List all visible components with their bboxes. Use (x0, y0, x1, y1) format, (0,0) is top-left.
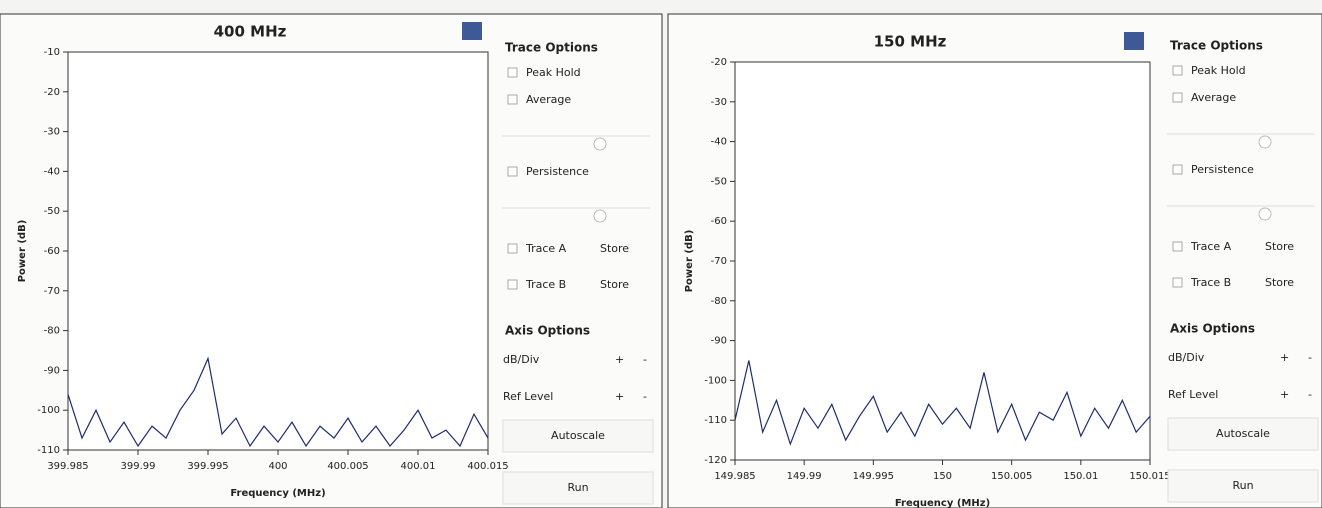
plot-area (735, 62, 1150, 460)
minus-button[interactable]: - (1308, 351, 1312, 364)
x-tick-label: 150.01 (1063, 471, 1098, 482)
store-button[interactable]: Store (1265, 276, 1294, 289)
slider-handle[interactable] (1259, 208, 1271, 220)
checkbox-label: Trace B (1190, 276, 1231, 289)
section-heading: Axis Options (505, 324, 590, 338)
checkbox[interactable] (508, 68, 517, 77)
minus-button[interactable]: - (643, 353, 647, 366)
chart-title: 400 MHz (214, 23, 287, 41)
section-heading: Trace Options (505, 41, 598, 55)
y-tick-label: -30 (44, 127, 60, 138)
y-tick-label: -40 (44, 166, 60, 177)
checkbox-label: Persistence (526, 165, 589, 178)
y-tick-label: -110 (704, 415, 727, 426)
checkbox-label: Average (1191, 91, 1236, 104)
x-axis-label: Frequency (MHz) (895, 498, 990, 508)
autoscale-button[interactable]: Autoscale (1216, 427, 1270, 440)
store-button[interactable]: Store (600, 278, 629, 291)
x-tick-label: 400.015 (467, 461, 508, 472)
field-label: Ref Level (1168, 388, 1218, 401)
plus-button[interactable]: + (1280, 351, 1289, 364)
y-tick-label: -100 (37, 405, 60, 416)
field-label: dB/Div (1168, 351, 1205, 364)
y-tick-label: -50 (44, 206, 60, 217)
y-tick-label: -90 (711, 336, 727, 347)
y-tick-label: -40 (711, 137, 727, 148)
y-tick-label: -110 (37, 445, 60, 456)
checkbox-label: Trace A (1190, 240, 1232, 253)
run-button[interactable]: Run (1232, 479, 1253, 492)
autoscale-button[interactable]: Autoscale (551, 429, 605, 442)
y-axis-label: Power (dB) (17, 220, 28, 283)
checkbox[interactable] (1173, 93, 1182, 102)
section-heading: Axis Options (1170, 322, 1255, 336)
store-button[interactable]: Store (1265, 240, 1294, 253)
x-tick-label: 149.995 (853, 471, 894, 482)
checkbox-label: Peak Hold (1191, 64, 1246, 77)
x-tick-label: 399.99 (121, 461, 156, 472)
checkbox[interactable] (508, 244, 517, 253)
x-tick-label: 149.985 (714, 471, 755, 482)
plot-area (68, 52, 488, 450)
x-tick-label: 399.995 (187, 461, 228, 472)
checkbox-label: Trace B (525, 278, 566, 291)
y-tick-label: -30 (711, 97, 727, 108)
x-tick-label: 149.99 (787, 471, 822, 482)
x-tick-label: 400.005 (327, 461, 368, 472)
slider-handle[interactable] (594, 210, 606, 222)
x-tick-label: 150.015 (1129, 471, 1170, 482)
y-tick-label: -70 (711, 256, 727, 267)
window-icon (1124, 32, 1144, 50)
x-tick-label: 399.985 (47, 461, 88, 472)
y-tick-label: -80 (711, 296, 727, 307)
checkbox[interactable] (1173, 66, 1182, 75)
slider-handle[interactable] (1259, 136, 1271, 148)
checkbox[interactable] (508, 95, 517, 104)
x-tick-label: 150 (933, 471, 952, 482)
x-tick-label: 400.01 (401, 461, 436, 472)
y-tick-label: -10 (44, 47, 60, 58)
store-button[interactable]: Store (600, 242, 629, 255)
slider-handle[interactable] (594, 138, 606, 150)
y-tick-label: -20 (711, 57, 727, 68)
y-tick-label: -80 (44, 326, 60, 337)
window-icon (462, 22, 482, 40)
x-tick-label: 400 (268, 461, 287, 472)
y-tick-label: -70 (44, 286, 60, 297)
checkbox[interactable] (508, 167, 517, 176)
screen: 400 MHz Power (dB) Frequency (MHz) -110 -100… (0, 0, 1322, 508)
y-tick-label: -20 (44, 87, 60, 98)
checkbox-label: Persistence (1191, 163, 1254, 176)
y-tick-label: -100 (704, 375, 727, 386)
y-axis-label: Power (dB) (684, 230, 695, 293)
y-tick-label: -90 (44, 365, 60, 376)
y-tick-label: -60 (44, 246, 60, 257)
checkbox-label: Peak Hold (526, 66, 581, 79)
field-label: Ref Level (503, 390, 553, 403)
checkbox[interactable] (1173, 278, 1182, 287)
y-tick-label: -60 (711, 216, 727, 227)
plus-button[interactable]: + (615, 353, 624, 366)
x-tick-label: 150.005 (991, 471, 1032, 482)
checkbox[interactable] (1173, 242, 1182, 251)
y-tick-label: -50 (711, 176, 727, 187)
section-heading: Trace Options (1170, 39, 1263, 53)
checkbox-label: Average (526, 93, 571, 106)
field-label: dB/Div (503, 353, 540, 366)
plus-button[interactable]: + (615, 390, 624, 403)
chart-title: 150 MHz (874, 33, 947, 51)
plus-button[interactable]: + (1280, 388, 1289, 401)
y-tick-label: -120 (704, 455, 727, 466)
checkbox-label: Trace A (525, 242, 567, 255)
minus-button[interactable]: - (643, 390, 647, 403)
x-axis-label: Frequency (MHz) (230, 488, 325, 499)
checkbox[interactable] (1173, 165, 1182, 174)
run-button[interactable]: Run (567, 481, 588, 494)
checkbox[interactable] (508, 280, 517, 289)
page: {"chart_data": [ {"type": "line", "title… (0, 0, 1322, 508)
minus-button[interactable]: - (1308, 388, 1312, 401)
